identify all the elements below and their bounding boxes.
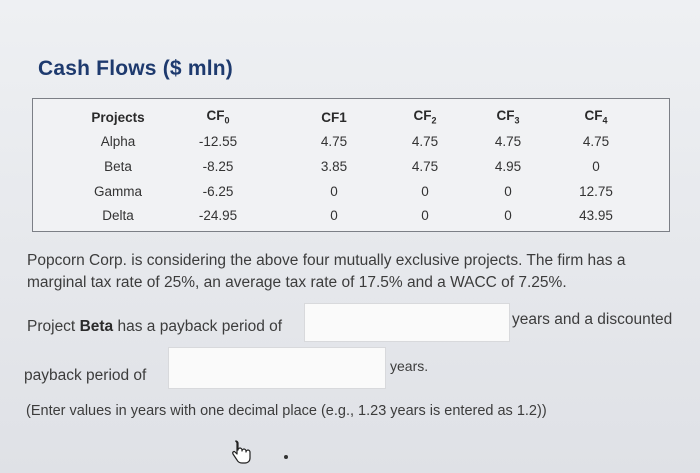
- table-row: Alpha -12.55 4.75 4.75 4.75 4.75: [83, 130, 641, 155]
- payback-period-input[interactable]: [304, 303, 510, 342]
- years-and-discounted-text: years and a discounted: [512, 311, 673, 328]
- cf1-value: 0: [330, 208, 338, 224]
- cf1-value: 3.85: [320, 158, 348, 174]
- table-row: Gamma -6.25 0 0 0 12.75: [83, 179, 641, 204]
- cf2-value: 4.75: [411, 158, 439, 174]
- cf1-value: 4.75: [320, 134, 348, 150]
- header-cf2: CF2: [413, 108, 437, 127]
- cf2-value: 0: [421, 183, 429, 199]
- cash-flow-table: Projects CF0 CF1 CF2 CF3 CF4 Alpha -12.5…: [83, 105, 641, 228]
- header-cf3: CF3: [496, 108, 520, 127]
- header-cf4: CF4: [584, 108, 608, 127]
- header-projects: Projects: [91, 109, 145, 125]
- table-row: Beta -8.25 3.85 4.75 4.95 0: [83, 154, 641, 179]
- cf4-value: 43.95: [579, 208, 613, 224]
- project-name: Alpha: [100, 134, 136, 150]
- discounted-payback-input[interactable]: [168, 347, 386, 389]
- project-name: Delta: [102, 208, 134, 224]
- cf3-value: 0: [504, 208, 512, 224]
- has-payback-text: has a payback period of: [113, 318, 283, 335]
- header-cf0: CF0: [206, 108, 230, 127]
- project-name-text: Beta: [79, 318, 114, 335]
- header-cf1: CF1: [321, 109, 347, 125]
- cf3-value: 4.75: [494, 134, 522, 150]
- hand-pointer-icon: [232, 440, 251, 464]
- years-text: years.: [390, 358, 429, 374]
- project-name: Gamma: [93, 183, 142, 199]
- cf4-value: 4.75: [582, 134, 610, 150]
- project-prefix-text: Project: [27, 318, 80, 335]
- cf3-value: 0: [504, 183, 512, 199]
- cf4-value: 0: [592, 158, 600, 174]
- question-paragraph: Popcorn Corp. is considering the above f…: [27, 252, 626, 291]
- payback-period-of-text: payback period of: [24, 367, 147, 384]
- cf0-value: -24.95: [198, 208, 238, 224]
- cf1-value: 0: [330, 183, 338, 199]
- instructions-text: (Enter values in years with one decimal …: [26, 403, 547, 419]
- cash-flow-table-box: Projects CF0 CF1 CF2 CF3 CF4 Alpha -12.5…: [32, 98, 670, 232]
- cf2-value: 4.75: [411, 134, 439, 150]
- cf0-value: -8.25: [202, 158, 234, 174]
- cf0-value: -12.55: [198, 134, 238, 150]
- table-header-row: Projects CF0 CF1 CF2 CF3 CF4: [83, 105, 641, 130]
- dot-mark: [284, 455, 288, 459]
- payback-prompt: Project Beta has a payback period of: [27, 318, 282, 336]
- cf2-value: 0: [421, 208, 429, 224]
- cf0-value: -6.25: [202, 183, 234, 199]
- page-title: Cash Flows ($ mln): [38, 57, 233, 80]
- cf3-value: 4.95: [494, 158, 522, 174]
- table-row: Delta -24.95 0 0 0 43.95: [83, 203, 641, 228]
- cf4-value: 12.75: [579, 183, 613, 199]
- project-name: Beta: [104, 158, 132, 174]
